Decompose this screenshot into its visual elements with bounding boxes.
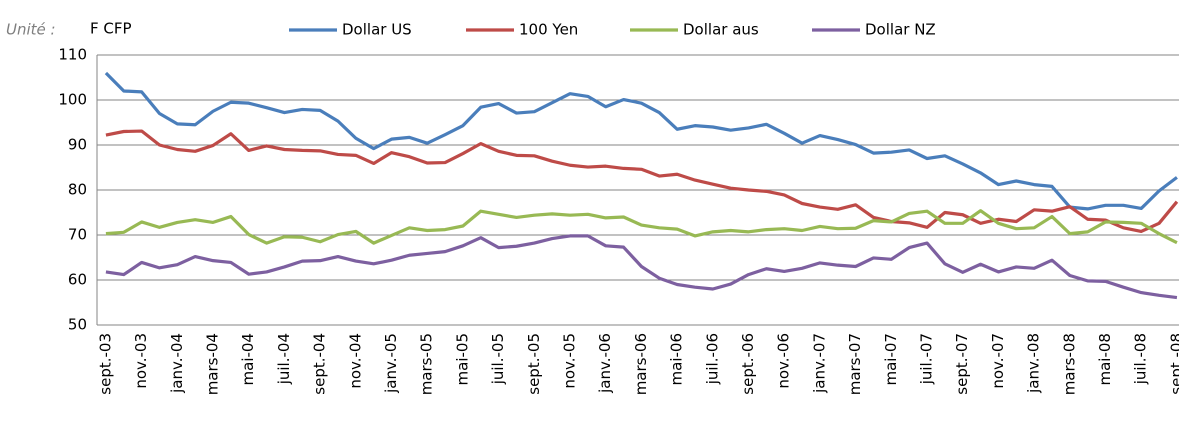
x-tick-label: janv.-06: [596, 333, 614, 394]
x-tick-label: juil.-04: [275, 333, 293, 385]
series-line: [105, 209, 1178, 245]
x-tick-label: sept.-07: [953, 333, 971, 395]
y-tick-label: 80: [68, 181, 87, 199]
x-tick-label: sept.-08: [1167, 333, 1179, 395]
legend-label: Dollar US: [342, 21, 412, 39]
x-tick-label: sept.-03: [96, 333, 114, 395]
x-tick-label: juil.-07: [918, 333, 936, 385]
series-line: [105, 129, 1179, 233]
x-tick-label: janv.-07: [810, 333, 828, 394]
x-tick-label: nov.-04: [346, 333, 364, 389]
x-tick-label: janv.-05: [382, 333, 400, 394]
x-tick-label: mai-04: [239, 333, 257, 385]
x-tick-label: nov.-07: [989, 333, 1007, 389]
legend-label: 100 Yen: [519, 21, 578, 39]
y-tick-label: 100: [58, 91, 87, 109]
legend-label: Dollar NZ: [865, 21, 936, 39]
legend-label: Dollar aus: [683, 21, 759, 39]
x-tick-label: mai-08: [1096, 333, 1114, 385]
unit: F CFP: [90, 20, 132, 38]
y-tick-label: 50: [68, 316, 87, 334]
x-tick-label: mai-05: [453, 333, 471, 385]
x-tick-label: nov.-06: [775, 333, 793, 389]
x-tick-label: sept.-04: [311, 333, 329, 395]
x-tick-label: janv.-08: [1025, 333, 1043, 394]
y-tick-label: 70: [68, 226, 87, 244]
x-tick-label: mars-05: [418, 333, 436, 395]
x-tick-label: mai-07: [882, 333, 900, 385]
y-tick-label: 60: [68, 271, 87, 289]
x-tick-label: mars-08: [1060, 333, 1078, 395]
series-line: [104, 71, 1178, 211]
y-tick-label: 90: [68, 136, 87, 154]
x-tick-label: sept.-05: [525, 333, 543, 395]
x-tick-label: mars-06: [632, 333, 650, 395]
x-tick-label: mai-06: [668, 333, 686, 385]
x-tick-label: sept.-06: [739, 333, 757, 395]
x-tick-label: nov.-03: [132, 333, 150, 389]
series-line: [105, 234, 1178, 300]
x-tick-label: mars-04: [204, 333, 222, 395]
x-tick-label: janv.-04: [168, 333, 186, 394]
x-tick-label: nov.-05: [561, 333, 579, 389]
x-tick-label: mars-07: [846, 333, 864, 395]
x-tick-label: juil.-05: [489, 333, 507, 385]
y-tick-label: 110: [58, 46, 87, 64]
unit-label: Unité :: [6, 21, 56, 39]
x-tick-label: juil.-06: [703, 333, 721, 385]
x-tick-label: juil.-08: [1132, 333, 1150, 385]
